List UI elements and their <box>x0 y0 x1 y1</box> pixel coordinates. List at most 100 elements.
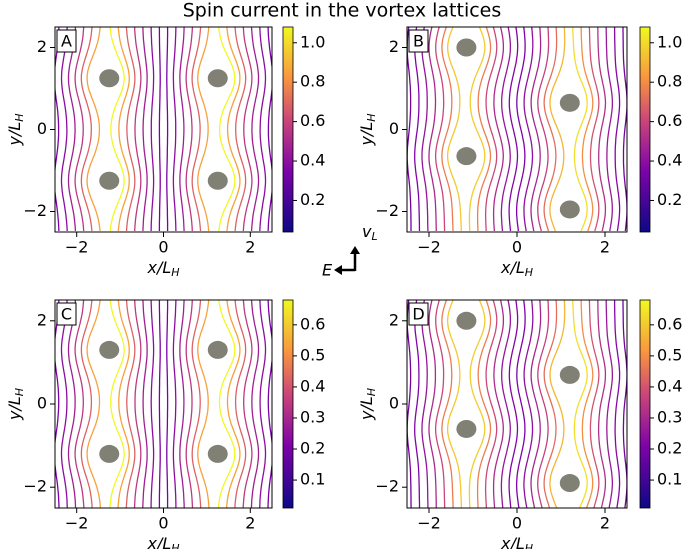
streamline <box>158 27 161 231</box>
streamlines <box>407 300 627 508</box>
colorbar-tick-label: 0.4 <box>300 376 325 395</box>
streamline <box>259 300 267 508</box>
y-tick-label: −2 <box>23 201 47 220</box>
streamline <box>197 27 210 232</box>
streamline <box>80 27 93 232</box>
streamline <box>197 300 210 508</box>
colorbar-tick-label: 0.2 <box>657 190 682 209</box>
axes-frame <box>54 26 273 233</box>
arrow-label: vL <box>362 222 378 244</box>
streamline <box>172 300 177 508</box>
y-tick-label: 0 <box>37 119 47 138</box>
streamline <box>185 300 194 508</box>
streamline <box>543 300 558 508</box>
streamlines <box>55 27 272 232</box>
streamline <box>217 300 236 508</box>
streamline <box>515 300 526 508</box>
vortex <box>99 171 120 190</box>
streamline <box>508 300 519 508</box>
colorbar-tick-label: 0.5 <box>300 345 325 364</box>
streamline <box>250 300 260 508</box>
label-sub: H <box>171 542 179 549</box>
streamline <box>125 300 136 508</box>
streamline <box>150 27 155 232</box>
y-tick-label: 0 <box>389 394 399 413</box>
vortex <box>456 147 477 166</box>
vortex <box>456 38 477 57</box>
streamline <box>468 27 486 232</box>
streamline <box>476 300 492 508</box>
panel-label: D <box>408 302 429 326</box>
streamline <box>414 300 421 508</box>
x-tick-label: −2 <box>65 238 89 257</box>
label-main: y/L <box>357 122 376 147</box>
streamline <box>158 300 161 508</box>
colorbar-tick-label: 0.8 <box>300 72 325 91</box>
streamline <box>60 300 68 508</box>
streamline <box>530 300 542 508</box>
label-sub: H <box>365 388 378 396</box>
streamline <box>226 27 241 232</box>
colorbar-tick-label: 0.4 <box>300 151 325 170</box>
y-tick-label: −2 <box>23 477 47 496</box>
colorbar <box>639 26 651 233</box>
x-tick-label: 2 <box>245 238 255 257</box>
streamline <box>234 300 247 508</box>
y-axis-label: y/LH <box>357 113 379 146</box>
label-main: y/L <box>5 396 24 421</box>
streamline <box>267 27 272 232</box>
colorbar <box>282 26 294 233</box>
streamline <box>117 300 130 508</box>
streamline <box>476 27 492 232</box>
streamline <box>580 27 594 232</box>
panel-label-text: D <box>412 305 424 324</box>
streamline <box>622 27 627 232</box>
colorbar-tick-label: 0.4 <box>657 376 682 395</box>
streamline <box>133 27 142 232</box>
x-tick-label: −2 <box>417 514 441 533</box>
colorbar-tick-label: 1.0 <box>300 32 325 51</box>
streamline <box>109 27 125 232</box>
streamline <box>523 300 534 508</box>
colorbar-tick-label: 0.4 <box>657 151 682 170</box>
panel-label-text: B <box>413 32 424 51</box>
streamline <box>125 27 136 232</box>
panel-label: A <box>56 29 77 53</box>
streamline <box>484 300 498 508</box>
x-axis-label: x/LH <box>146 534 179 549</box>
x-tick-label: −2 <box>65 514 89 533</box>
streamline <box>74 27 85 232</box>
streamlines <box>407 27 627 232</box>
streamline <box>421 300 429 508</box>
y-tick-label: 2 <box>37 310 47 329</box>
panel-label-box <box>408 302 429 326</box>
vortex <box>207 340 228 359</box>
streamline <box>572 27 588 232</box>
streamline <box>492 27 505 232</box>
panel-label-text: C <box>61 305 72 324</box>
colorbar-tick-label: 0.1 <box>300 470 325 489</box>
streamline <box>407 27 412 231</box>
label-sub: H <box>13 388 26 396</box>
streamline <box>55 27 60 232</box>
colorbar-tick-label: 0.6 <box>657 314 682 333</box>
arrow-head <box>334 265 342 275</box>
streamline <box>179 300 185 508</box>
streamline <box>549 300 566 508</box>
label-sub: L <box>371 230 377 243</box>
streamline <box>407 300 412 508</box>
streamline <box>428 27 437 232</box>
streamline <box>67 27 77 232</box>
streamline <box>242 300 253 508</box>
colorbar-tick-label: 0.6 <box>657 111 682 130</box>
streamline <box>441 27 454 232</box>
streamline <box>537 27 550 232</box>
colorbar <box>282 299 294 509</box>
streamline <box>191 300 202 508</box>
vortex <box>559 474 580 493</box>
y-axis-label: y/LH <box>5 113 27 146</box>
streamline <box>530 27 542 232</box>
y-tick-label: 2 <box>389 310 399 329</box>
